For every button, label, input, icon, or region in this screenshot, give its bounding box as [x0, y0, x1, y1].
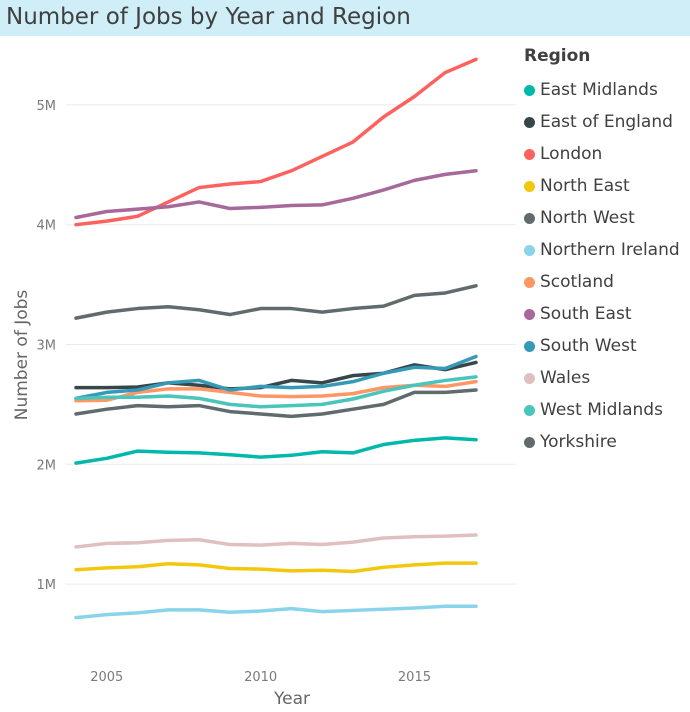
y-tick-label: 3M [37, 338, 57, 353]
legend-label: West Midlands [540, 400, 663, 420]
legend-marker [524, 212, 535, 224]
legend-item-northern-ireland[interactable]: Northern Ireland [524, 234, 680, 266]
legend-label: South West [540, 336, 637, 356]
legend-label: Yorkshire [540, 432, 617, 452]
legend: Region East Midlands East of England Londo… [524, 42, 680, 458]
legend-item-wales[interactable]: Wales [524, 362, 680, 394]
legend-label: North West [540, 208, 635, 228]
series-line-south-west[interactable] [74, 354, 478, 401]
legend-marker [524, 436, 535, 448]
legend-item-london[interactable]: London [524, 138, 680, 170]
legend-item-south-west[interactable]: South West [524, 330, 680, 362]
x-tick-label: 2005 [90, 670, 123, 685]
legend-marker [524, 180, 535, 192]
series-line-east-midlands[interactable] [74, 436, 478, 465]
series-line-wales[interactable] [74, 533, 478, 549]
legend-item-north-west[interactable]: North West [524, 202, 680, 234]
legend-item-east-of-england[interactable]: East of England [524, 106, 680, 138]
legend-label: East Midlands [540, 80, 658, 100]
legend-marker [524, 244, 535, 256]
legend-marker [524, 84, 535, 96]
legend-item-east-midlands[interactable]: East Midlands [524, 74, 680, 106]
chart-title: Number of Jobs by Year and Region [6, 4, 411, 30]
legend-item-west-midlands[interactable]: West Midlands [524, 394, 680, 426]
legend-label: Wales [540, 368, 591, 388]
legend-label: East of England [540, 112, 673, 132]
legend-marker [524, 308, 535, 320]
legend-marker [524, 372, 535, 384]
y-axis-ticks: 1M 2M 3M 4M 5M [37, 99, 57, 593]
legend-label: South East [540, 304, 632, 324]
legend-label: Northern Ireland [540, 240, 680, 260]
legend-item-scotland[interactable]: Scotland [524, 266, 680, 298]
legend-item-yorkshire[interactable]: Yorkshire [524, 426, 680, 458]
legend-item-north-east[interactable]: North East [524, 170, 680, 202]
legend-label: Scotland [540, 272, 614, 292]
x-axis-title: Year [273, 689, 310, 709]
series-lines [74, 57, 478, 620]
x-axis-ticks: 2005 2010 2015 [90, 670, 431, 685]
legend-marker [524, 116, 535, 128]
y-tick-label: 4M [37, 219, 57, 234]
series-line-south-east[interactable] [74, 169, 478, 220]
legend-marker [524, 340, 535, 352]
x-tick-label: 2010 [244, 670, 277, 685]
x-tick-label: 2015 [398, 670, 431, 685]
legend-title: Region [524, 46, 591, 66]
legend-items: East Midlands East of England London North … [524, 74, 680, 458]
legend-label: London [540, 144, 603, 164]
legend-marker [524, 148, 535, 160]
legend-marker [524, 276, 535, 288]
y-axis-title: Number of Jobs [12, 290, 32, 421]
chart-title-bar: Number of Jobs by Year and Region [0, 0, 690, 36]
series-line-north-west[interactable] [74, 284, 478, 320]
y-tick-label: 1M [37, 578, 57, 593]
series-line-east-of-england[interactable] [74, 360, 478, 391]
y-tick-label: 2M [37, 458, 57, 473]
legend-label: North East [540, 176, 630, 196]
series-line-west-midlands[interactable] [74, 375, 478, 409]
series-line-northern-ireland[interactable] [74, 604, 478, 620]
series-line-yorkshire[interactable] [74, 388, 478, 419]
y-tick-label: 5M [37, 99, 57, 114]
legend-marker [524, 404, 535, 416]
legend-item-south-east[interactable]: South East [524, 298, 680, 330]
series-line-london[interactable] [74, 57, 478, 227]
gridlines [66, 104, 516, 585]
series-line-north-east[interactable] [74, 561, 478, 574]
